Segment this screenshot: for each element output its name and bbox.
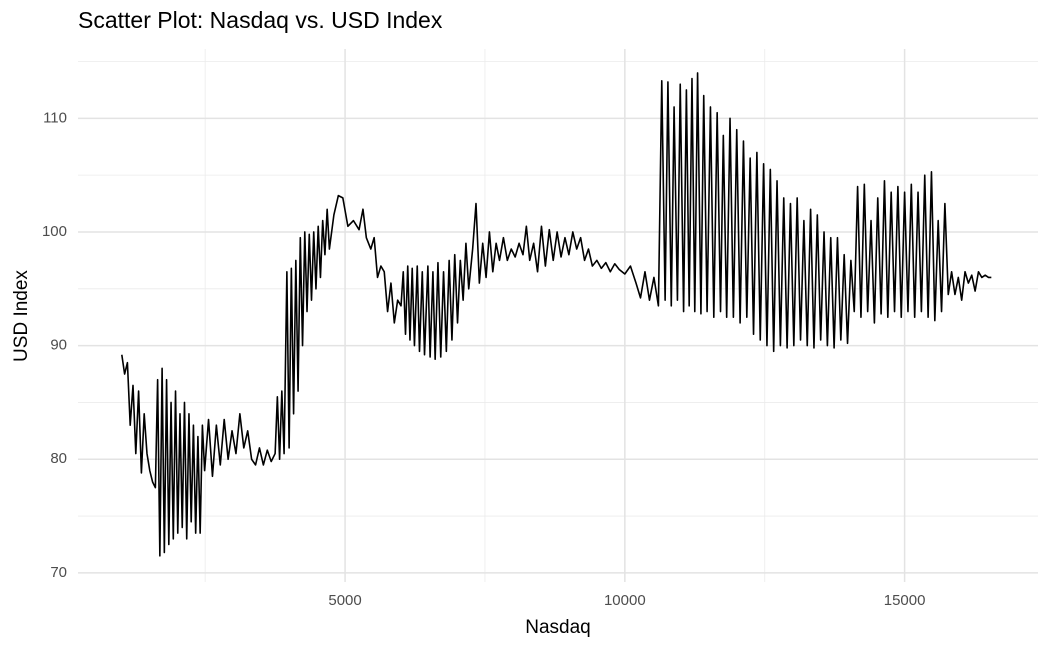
x-tick-label: 5000 bbox=[328, 592, 361, 609]
chart-title: Scatter Plot: Nasdaq vs. USD Index bbox=[78, 7, 443, 33]
y-axis-title: USD Index bbox=[11, 270, 32, 362]
y-tick-label: 70 bbox=[50, 564, 67, 581]
y-tick-label: 110 bbox=[43, 109, 67, 126]
y-tick-label: 80 bbox=[50, 450, 67, 467]
data-line bbox=[121, 72, 992, 557]
x-tick-label: 10000 bbox=[604, 592, 646, 609]
y-tick-label: 90 bbox=[50, 337, 67, 354]
x-axis-title: Nasdaq bbox=[525, 617, 591, 638]
y-tick-label: 100 bbox=[42, 223, 67, 240]
x-tick-label: 15000 bbox=[884, 592, 926, 609]
